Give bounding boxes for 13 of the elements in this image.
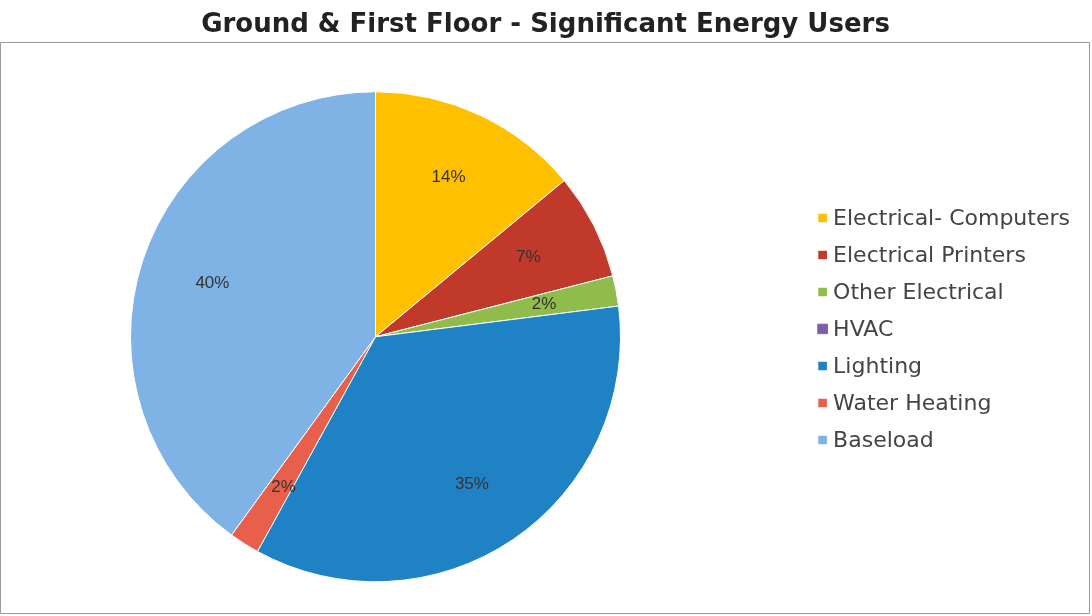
legend-label: Other Electrical bbox=[833, 278, 1004, 304]
legend-label: Water Heating bbox=[833, 389, 992, 415]
data-label: 7% bbox=[516, 246, 541, 266]
legend-label: HVAC bbox=[833, 315, 894, 341]
legend-label: Baseload bbox=[833, 426, 934, 452]
chart-title: Ground & First Floor - Significant Energy Users bbox=[201, 7, 890, 38]
data-label: 40% bbox=[195, 272, 230, 292]
legend-label: Lighting bbox=[833, 352, 923, 378]
data-label: 14% bbox=[431, 167, 466, 187]
data-label: 35% bbox=[454, 473, 489, 493]
legend-label: Electrical Printers bbox=[833, 241, 1026, 267]
data-label: 2% bbox=[531, 294, 557, 314]
legend-label: Electrical- Computers bbox=[833, 204, 1070, 230]
